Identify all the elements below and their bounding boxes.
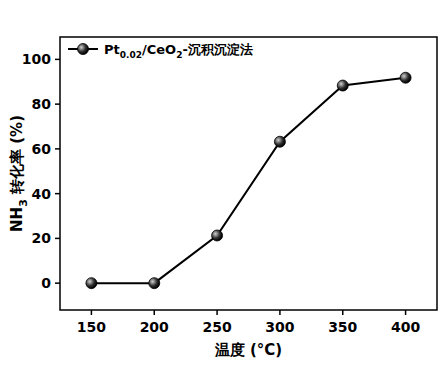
data-point (86, 278, 97, 289)
y-tick (55, 282, 60, 284)
data-point (212, 230, 223, 241)
y-tick-label: 0 (41, 275, 51, 291)
y-axis-label: NH3 转化率 (%) (8, 115, 30, 232)
series-line (91, 78, 405, 283)
x-tick (342, 310, 344, 315)
data-point (274, 136, 285, 147)
legend-marker (78, 44, 89, 55)
y-tick-label: 20 (32, 230, 52, 246)
y-tick-label: 80 (32, 96, 52, 112)
x-tick-label: 400 (391, 319, 420, 335)
plot-frame (60, 37, 437, 310)
x-tick (91, 310, 93, 315)
x-tick-label: 200 (140, 319, 169, 335)
y-tick-label: 100 (22, 51, 51, 67)
legend-label: Pt0.02/CeO2-沉积沉淀法 (104, 42, 253, 60)
x-axis-label: 温度 (°C) (214, 341, 282, 359)
data-point (149, 278, 160, 289)
y-tick (55, 59, 60, 61)
x-tick-label: 350 (328, 319, 357, 335)
x-tick-label: 150 (77, 319, 106, 335)
y-tick (55, 238, 60, 240)
x-tick (154, 310, 156, 315)
y-tick (55, 148, 60, 150)
y-tick-label: 60 (32, 141, 52, 157)
chart-container: 150 200 250 300 350 400 0 20 40 60 80 100 温度 (°C) NH3… (0, 0, 444, 365)
y-tick (55, 193, 60, 195)
data-point (337, 80, 348, 91)
x-tick (279, 310, 281, 315)
x-tick (216, 310, 218, 315)
x-tick-label: 300 (265, 319, 294, 335)
plot-area (86, 72, 411, 288)
chart-svg: 150 200 250 300 350 400 0 20 40 60 80 100 温度 (°C) NH3… (0, 0, 444, 365)
y-tick-label: 40 (32, 186, 52, 202)
x-tick-label: 250 (202, 319, 231, 335)
y-tick (55, 103, 60, 105)
data-point (400, 72, 411, 83)
x-tick (405, 310, 407, 315)
